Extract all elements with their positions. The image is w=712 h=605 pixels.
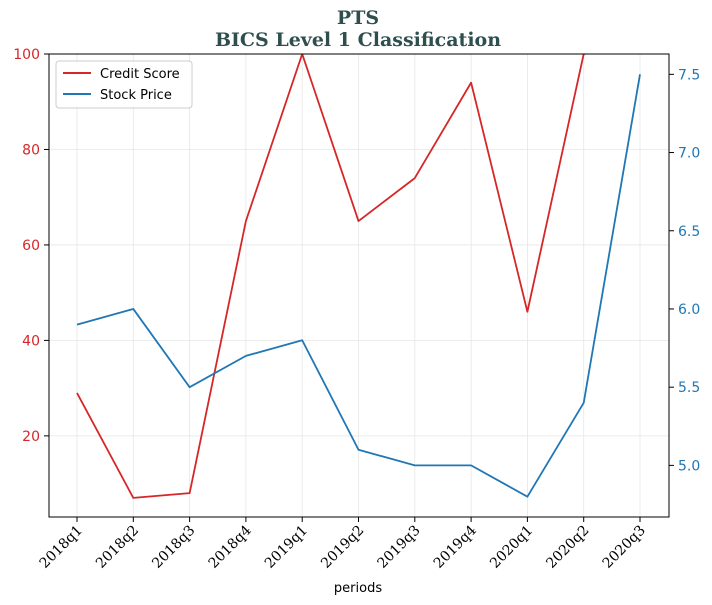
x-tick-label: 2018q4 bbox=[206, 522, 255, 571]
right-tick-label: 6.0 bbox=[678, 302, 700, 318]
x-tick-label: 2020q2 bbox=[543, 523, 592, 572]
right-tick-label: 5.0 bbox=[678, 458, 700, 474]
x-tick-label: 2019q3 bbox=[374, 523, 423, 572]
x-tick-label: 2019q1 bbox=[262, 523, 311, 572]
chart-subtitle: BICS Level 1 Classification bbox=[215, 29, 501, 51]
x-tick-label: 2018q3 bbox=[149, 523, 198, 572]
left-tick-label: 100 bbox=[13, 47, 40, 63]
x-axis: 2018q1 2018q2 2018q3 2018q4 2019q1 2019q2 2019… bbox=[37, 517, 649, 572]
x-tick-label: 2020q3 bbox=[600, 523, 649, 572]
chart-title: PTS bbox=[337, 7, 379, 29]
left-tick-label: 60 bbox=[22, 238, 40, 254]
grid bbox=[49, 53, 669, 517]
x-axis-label: periods bbox=[334, 581, 382, 596]
right-tick-label: 5.5 bbox=[678, 380, 700, 396]
plot-frame bbox=[48, 53, 670, 518]
legend-label-credit-score: Credit Score bbox=[100, 67, 180, 82]
x-tick-label: 2020q1 bbox=[487, 523, 536, 572]
x-tick-label: 2018q2 bbox=[93, 523, 142, 572]
x-tick-label: 2019q2 bbox=[318, 523, 367, 572]
series-line-stock-price bbox=[76, 74, 641, 498]
right-axis: 5.0 5.5 6.0 6.5 7.0 7.5 bbox=[669, 67, 700, 474]
series-lines bbox=[76, 54, 641, 499]
right-tick-label: 7.0 bbox=[678, 146, 700, 162]
legend: Credit Score Stock Price bbox=[55, 60, 193, 109]
series-line-credit-score bbox=[76, 54, 590, 499]
right-tick-label: 6.5 bbox=[678, 224, 700, 240]
left-axis: 20 40 60 80 100 bbox=[13, 47, 49, 445]
left-tick-label: 40 bbox=[22, 333, 40, 349]
left-tick-label: 20 bbox=[22, 429, 40, 445]
right-tick-label: 7.5 bbox=[678, 67, 700, 83]
x-tick-label: 2018q1 bbox=[37, 523, 86, 572]
legend-label-stock-price: Stock Price bbox=[100, 88, 172, 103]
x-tick-label: 2019q4 bbox=[431, 522, 480, 571]
left-tick-label: 80 bbox=[22, 142, 40, 158]
